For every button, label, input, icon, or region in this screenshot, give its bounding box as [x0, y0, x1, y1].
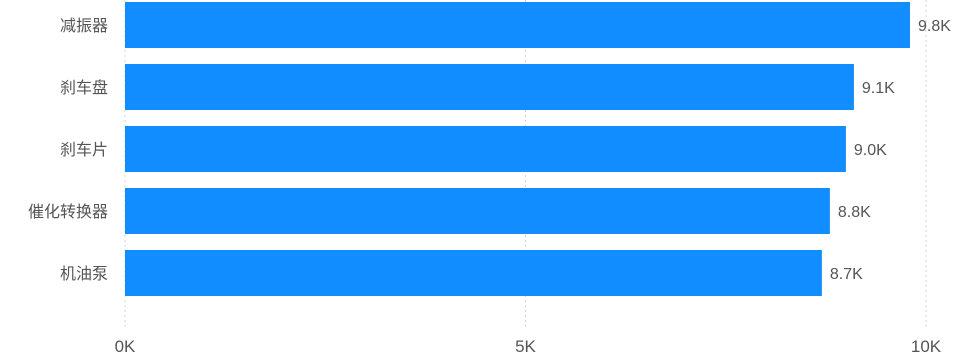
category-label: 催化转换器	[28, 203, 108, 221]
bar[interactable]	[125, 2, 910, 48]
category-label: 刹车盘	[60, 78, 108, 97]
data-label: 8.8K	[838, 204, 871, 221]
x-tick-label: 5K	[515, 337, 536, 354]
bar[interactable]	[125, 64, 854, 110]
bars	[125, 2, 910, 296]
data-label: 9.8K	[918, 18, 951, 35]
data-label: 9.1K	[862, 80, 895, 97]
category-label: 刹车片	[60, 141, 108, 159]
data-label: 9.0K	[854, 142, 887, 159]
bar[interactable]	[125, 188, 830, 234]
category-label: 减振器	[60, 17, 108, 35]
x-tick-label: 10K	[911, 337, 942, 354]
labels: 减振器 9.8K 刹车盘 9.1K 刹车片 9.0K 催化转换器 8.8K 机油泵 8.7K	[28, 17, 951, 283]
bar[interactable]	[125, 250, 822, 296]
x-axis: 0K 5K 10K	[115, 337, 942, 354]
category-label: 机油泵	[60, 265, 108, 283]
bar[interactable]	[125, 126, 846, 172]
x-tick-label: 0K	[115, 337, 136, 354]
data-label: 8.7K	[830, 266, 863, 283]
